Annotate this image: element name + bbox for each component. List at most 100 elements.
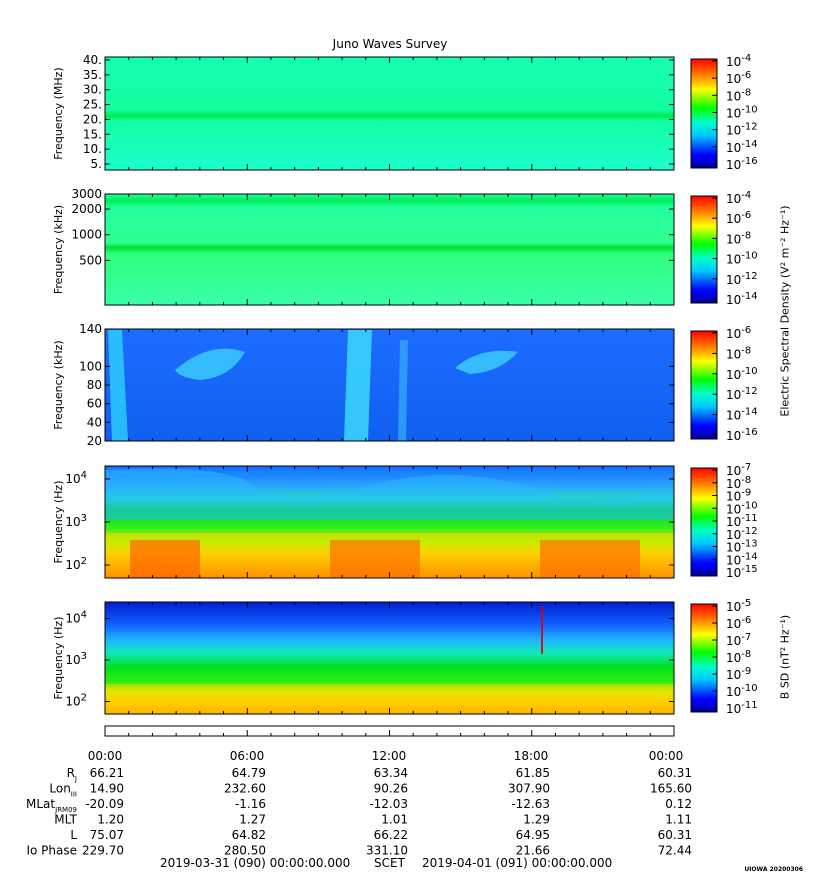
cbar-label-lfr-low-2: 10-9 bbox=[726, 488, 751, 504]
cbar-label-magnetic-3: 10-8 bbox=[726, 649, 751, 665]
version-stamp: UIOWA 20200306 bbox=[744, 866, 803, 873]
ytick-label-hfr-3: 500 bbox=[79, 253, 102, 267]
spectrogram-hfwbr bbox=[105, 57, 674, 170]
cbar-label-hfr-3: 10-10 bbox=[726, 251, 758, 267]
cbar-label-lfr-high-5: 10-16 bbox=[726, 427, 758, 443]
ephem-value-4-3: 64.95 bbox=[516, 828, 550, 842]
ytick-label-lfr-high-4: 40 bbox=[87, 415, 102, 429]
ytick-label-lfr-high-2: 80 bbox=[87, 378, 102, 392]
ylabel-lfr-high: Frequency (kHz) bbox=[52, 340, 65, 429]
cbar-label-hfwbr-6: 10-16 bbox=[726, 156, 758, 172]
cbar-label-magnetic-1: 10-6 bbox=[726, 615, 751, 631]
cbar-label-hfwbr-2: 10-8 bbox=[726, 87, 751, 103]
ytick-label-lfr-low-2: 102 bbox=[65, 556, 87, 572]
ephem-value-5-0: 229.70 bbox=[82, 844, 124, 858]
cbar-label-lfr-low-3: 10-10 bbox=[726, 500, 758, 516]
spectrogram-lfr-high-feature-2 bbox=[398, 340, 408, 441]
spectrogram-lfr-high-feature-3 bbox=[175, 348, 245, 380]
cbar-label-hfwbr-4: 10-12 bbox=[726, 122, 758, 138]
cbar-label-lfr-low-7: 10-14 bbox=[726, 551, 758, 567]
ephem-value-3-2: 1.01 bbox=[381, 813, 408, 827]
ephem-label-3: MLT bbox=[54, 813, 77, 827]
ytick-label-hfr-0: 3000 bbox=[71, 187, 102, 201]
spectrogram-lfr-low-feature-4 bbox=[105, 533, 674, 538]
ephem-value-2-2: -12.03 bbox=[369, 797, 408, 811]
ylabel-magnetic: Frequency (Hz) bbox=[52, 617, 65, 700]
ytick-label-hfwbr-2: 30. bbox=[83, 83, 102, 97]
cbar-label-lfr-low-0: 10-7 bbox=[726, 462, 751, 478]
ephem-value-3-4: 1.11 bbox=[665, 813, 692, 827]
ytick-label-magnetic-0: 104 bbox=[65, 610, 87, 626]
spectrogram-magnetic-feature-1 bbox=[541, 606, 543, 654]
cbar-label-lfr-low-6: 10-13 bbox=[726, 539, 758, 555]
time-label-1: 06:00 bbox=[230, 749, 265, 763]
spectrogram-hfr bbox=[105, 194, 674, 305]
ytick-label-hfr-1: 2000 bbox=[71, 202, 102, 216]
cbar-label-lfr-low-8: 10-15 bbox=[726, 564, 758, 580]
ephem-value-0-0: 66.21 bbox=[90, 766, 124, 780]
ephem-value-2-1: -1.16 bbox=[235, 797, 266, 811]
electric-colorbar-label: Electric Spectral Density (V² m⁻² Hz⁻¹) bbox=[778, 205, 792, 417]
ephem-value-1-3: 307.90 bbox=[508, 782, 550, 796]
ytick-label-lfr-high-1: 100 bbox=[79, 359, 102, 373]
cbar-label-hfr-4: 10-12 bbox=[726, 271, 758, 287]
cbar-label-lfr-high-3: 10-12 bbox=[726, 386, 758, 402]
colorbar-hfwbr bbox=[690, 58, 718, 169]
footer-scet-label: SCET bbox=[374, 856, 405, 870]
colorbar-magnetic bbox=[690, 603, 718, 713]
ytick-label-magnetic-2: 102 bbox=[65, 693, 87, 709]
spectrogram-lfr-low-feature-0 bbox=[105, 468, 674, 520]
ephem-value-0-3: 61.85 bbox=[516, 766, 550, 780]
ephem-value-4-2: 66.22 bbox=[374, 828, 408, 842]
ephem-value-1-1: 232.60 bbox=[224, 782, 266, 796]
cbar-label-lfr-high-2: 10-10 bbox=[726, 366, 758, 382]
spectrogram-magnetic bbox=[105, 602, 674, 714]
ytick-label-hfwbr-6: 10. bbox=[83, 142, 102, 156]
spectrogram-lfr-high-feature-0 bbox=[108, 330, 128, 441]
ephem-value-4-4: 60.31 bbox=[658, 828, 692, 842]
colorbar-lfr-high bbox=[690, 330, 718, 440]
ephem-value-1-0: 14.90 bbox=[90, 782, 124, 796]
ephem-value-5-2: 331.10 bbox=[366, 844, 408, 858]
spectrogram-lfr-high-feature-4 bbox=[455, 350, 518, 374]
ephem-value-5-3: 21.66 bbox=[516, 844, 550, 858]
chart-title: Juno Waves Survey bbox=[332, 37, 448, 51]
cbar-label-magnetic-5: 10-10 bbox=[726, 683, 758, 699]
cbar-label-magnetic-0: 10-5 bbox=[726, 598, 751, 614]
cbar-label-hfr-1: 10-6 bbox=[726, 210, 751, 226]
ephem-value-3-1: 1.27 bbox=[239, 813, 266, 827]
ytick-label-lfr-low-0: 104 bbox=[65, 470, 87, 486]
ytick-label-lfr-low-1: 103 bbox=[65, 513, 87, 529]
ephem-value-4-0: 75.07 bbox=[90, 828, 124, 842]
ephem-value-0-2: 63.34 bbox=[374, 766, 408, 780]
cbar-label-hfwbr-3: 10-10 bbox=[726, 105, 758, 121]
ylabel-hfwbr: Frequency (MHz) bbox=[52, 67, 65, 159]
time-label-3: 18:00 bbox=[514, 749, 549, 763]
ephem-value-2-0: -20.09 bbox=[85, 797, 124, 811]
ephem-value-2-4: 0.12 bbox=[665, 797, 692, 811]
ylabel-lfr-low: Frequency (Hz) bbox=[52, 481, 65, 564]
cbar-label-hfwbr-1: 10-6 bbox=[726, 70, 751, 86]
ephem-label-0: RJ bbox=[67, 766, 77, 783]
ylabel-hfr: Frequency (kHz) bbox=[52, 205, 65, 294]
spectrogram-lfr-low-feature-2 bbox=[330, 540, 420, 578]
ephem-value-1-2: 90.26 bbox=[374, 782, 408, 796]
ytick-label-hfwbr-5: 15. bbox=[83, 127, 102, 141]
cbar-label-lfr-low-1: 10-8 bbox=[726, 475, 751, 491]
ephem-label-4: L bbox=[70, 828, 77, 842]
spectrogram-lfr-low-feature-3 bbox=[540, 540, 640, 578]
time-label-2: 12:00 bbox=[372, 749, 407, 763]
ytick-label-lfr-high-5: 20 bbox=[87, 434, 102, 448]
ephem-value-2-3: -12.63 bbox=[511, 797, 550, 811]
ephem-label-2: MLatJRM09 bbox=[26, 797, 77, 814]
colorbar-hfr bbox=[690, 195, 718, 304]
ytick-label-hfwbr-1: 35. bbox=[83, 68, 102, 82]
cbar-label-magnetic-2: 10-7 bbox=[726, 632, 751, 648]
ephem-label-1: LonIII bbox=[49, 782, 77, 799]
ephem-label-5: Io Phase bbox=[26, 844, 77, 858]
ytick-label-hfwbr-0: 40. bbox=[83, 53, 102, 67]
colorbar-lfr-low bbox=[690, 467, 718, 577]
cbar-label-magnetic-4: 10-9 bbox=[726, 666, 751, 682]
ytick-label-hfr-2: 1000 bbox=[71, 228, 102, 242]
cbar-label-lfr-high-0: 10-6 bbox=[726, 325, 751, 341]
